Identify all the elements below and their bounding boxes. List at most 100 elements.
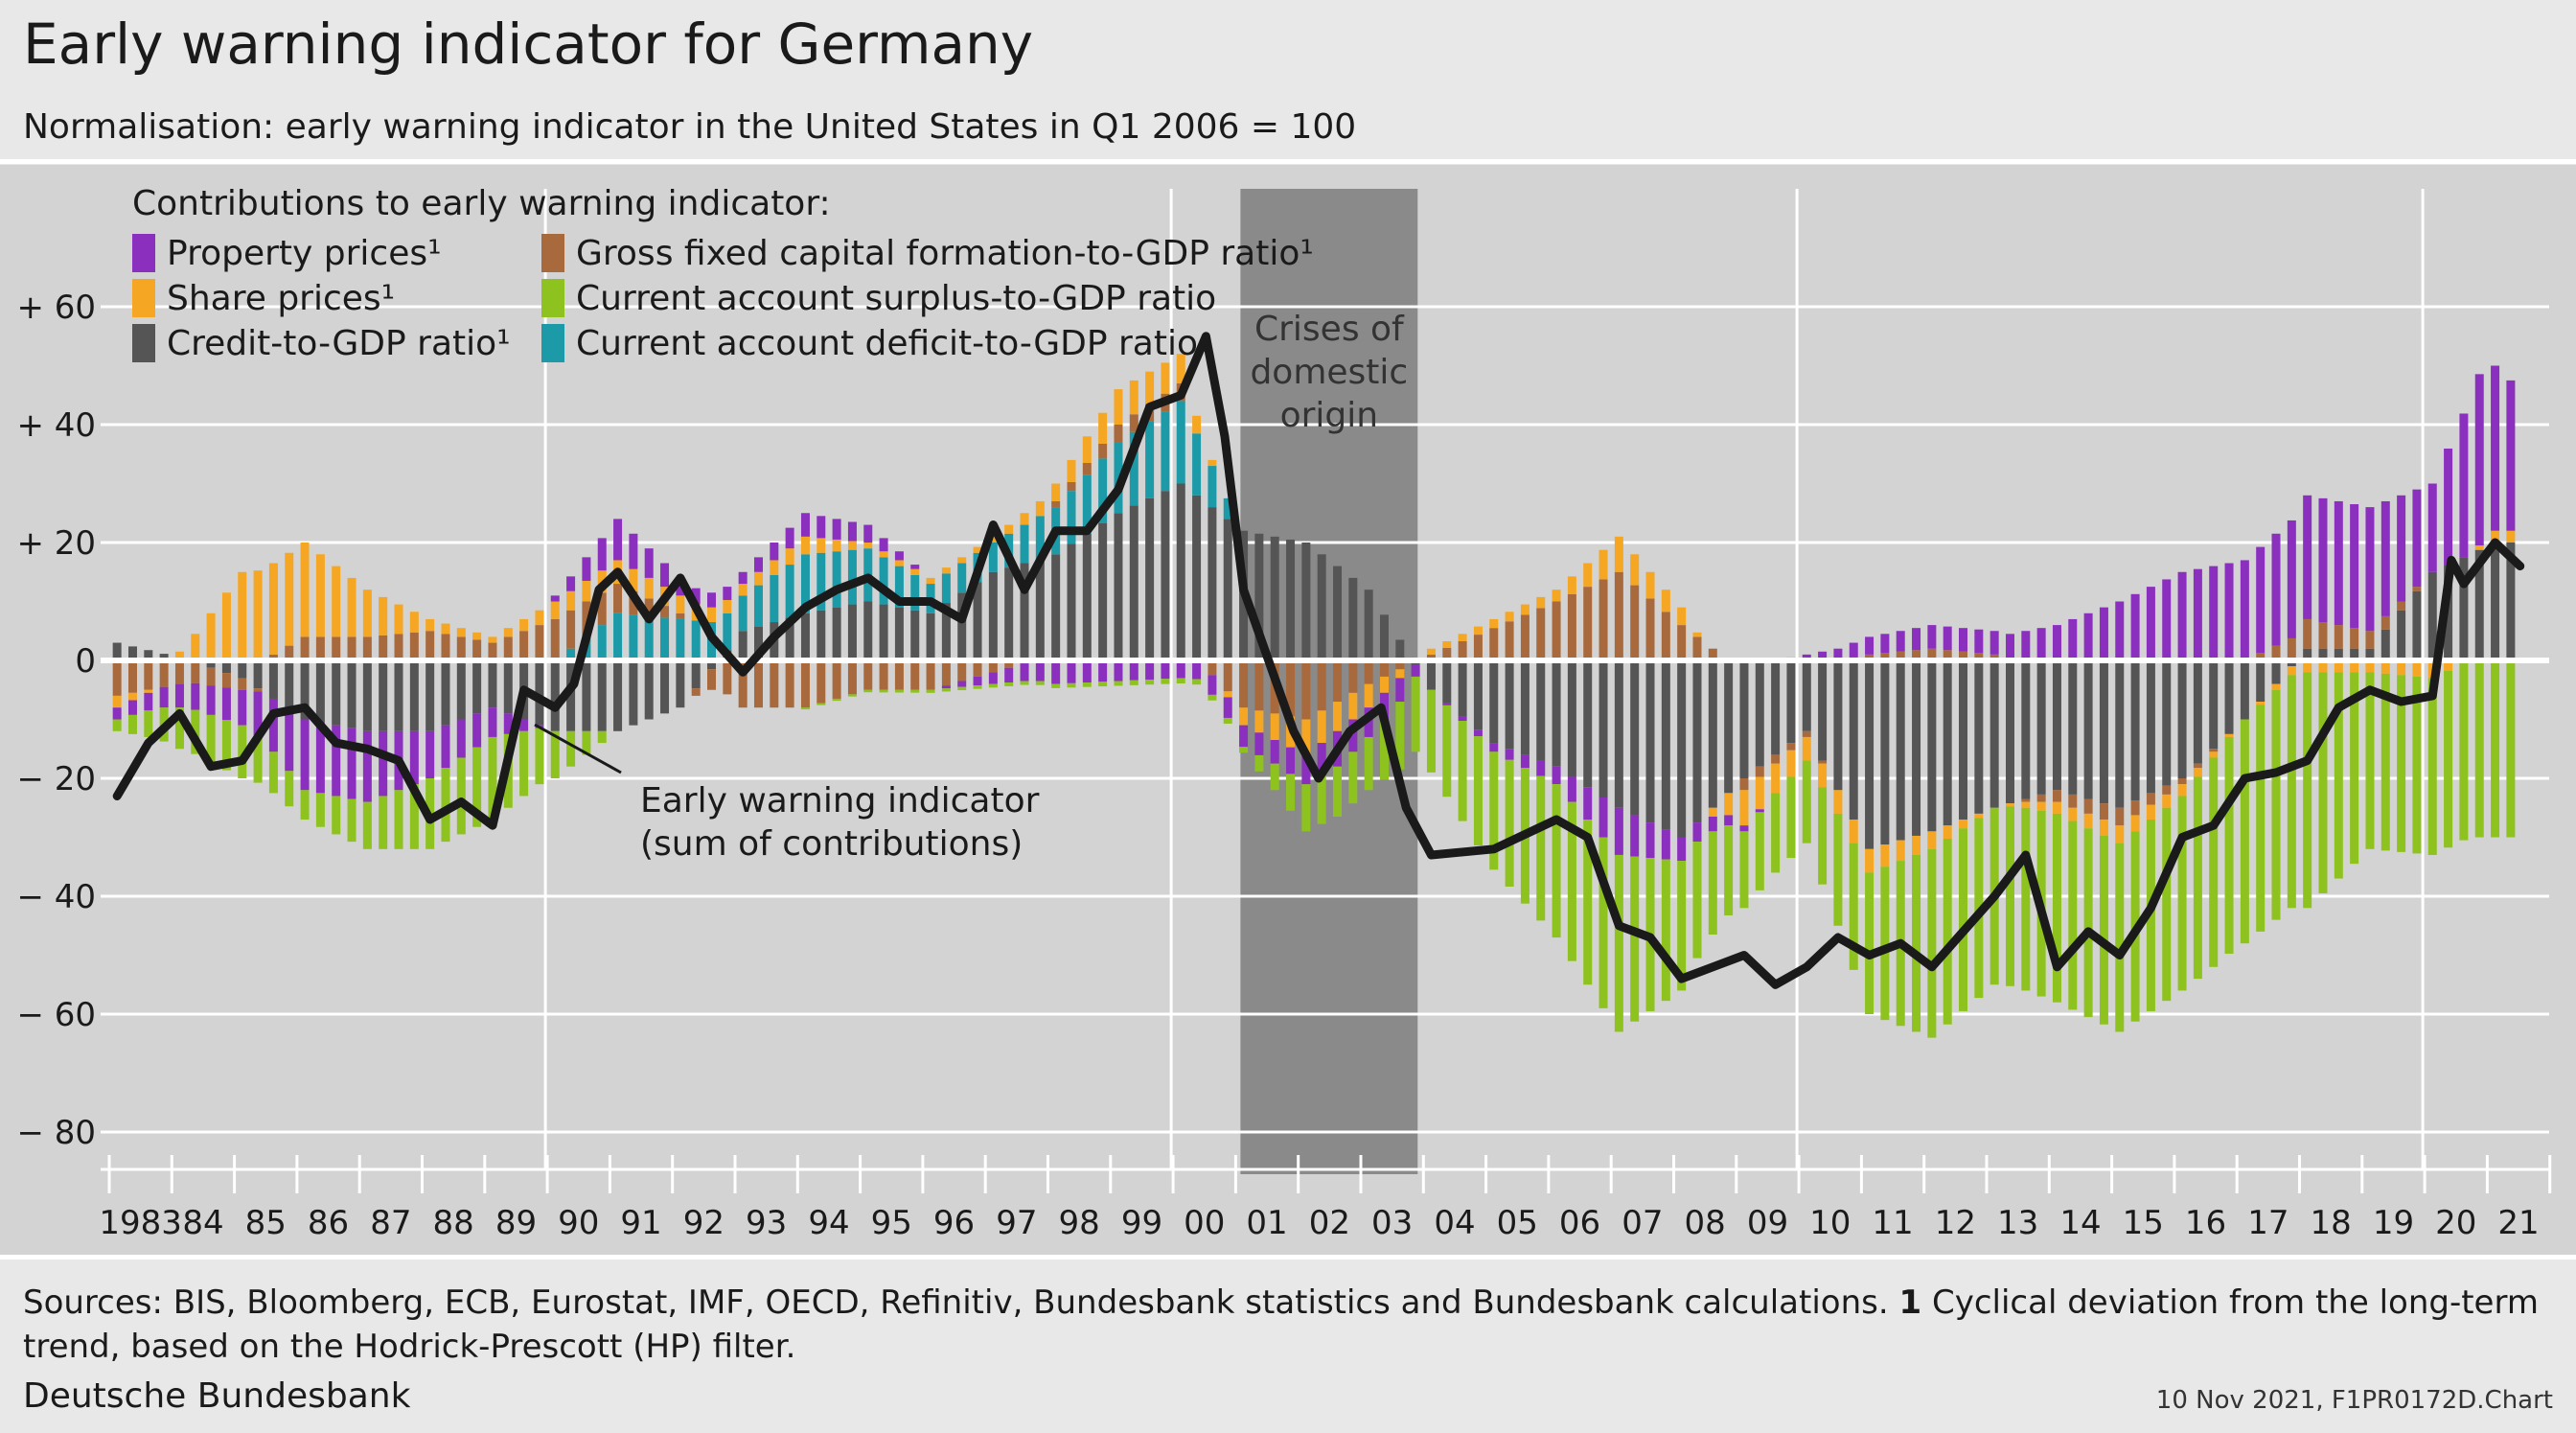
bar-segment-credit: [1364, 589, 1373, 660]
bar-segment-credit: [2271, 660, 2281, 684]
bar-segment-credit: [738, 631, 748, 660]
bar-segment-credit: [1630, 660, 1640, 816]
bar-segment-credit: [676, 660, 685, 708]
bar-segment-ca_surplus: [1223, 717, 1232, 724]
bar-segment-property: [159, 686, 169, 708]
bar-segment-ca_surplus: [127, 714, 137, 734]
bar-segment-gfcf: [2193, 763, 2202, 769]
bar-segment-gfcf: [1865, 654, 1874, 660]
bar-segment-share: [112, 695, 122, 708]
bar-segment-gfcf: [315, 636, 325, 660]
bar-segment-credit: [2318, 648, 2328, 660]
bar-segment-ca_surplus: [1927, 848, 1937, 1038]
bar-segment-property: [1505, 749, 1514, 760]
bar-segment-ca_surplus: [2068, 821, 2078, 1010]
bar-segment-ca_deficit: [753, 585, 763, 627]
bar-segment-share: [1677, 607, 1687, 626]
bar-segment-property: [1520, 754, 1530, 769]
bar-segment-share: [1645, 571, 1655, 599]
bar-segment-credit: [2005, 660, 2014, 804]
bar-segment-share: [1833, 790, 1843, 814]
bar-segment-property: [738, 571, 748, 585]
bar-segment-credit: [2365, 648, 2375, 660]
bar-segment-ca_deficit: [770, 574, 779, 623]
bar-segment-share: [1536, 596, 1546, 609]
bar-segment-share: [1849, 820, 1858, 844]
bar-segment-gfcf: [347, 636, 356, 660]
bar-segment-share: [2491, 530, 2500, 543]
bar-segment-ca_surplus: [1364, 736, 1373, 791]
x-tick-label: 00: [1184, 1204, 1225, 1242]
bar-segment-credit: [1520, 660, 1530, 755]
bar-segment-property: [847, 521, 857, 542]
bar-segment-share: [2115, 825, 2125, 844]
bar-segment-property: [144, 692, 153, 711]
bar-segment-ca_surplus: [1505, 759, 1514, 888]
bar-segment-credit: [1786, 660, 1796, 744]
annotation-leader-line: [534, 723, 622, 774]
bar-segment-share: [1505, 612, 1514, 622]
bar-segment-property: [1614, 807, 1623, 855]
bar-segment-ca_surplus: [1473, 736, 1483, 845]
y-tick-label: + 20: [16, 524, 96, 563]
bar-segment-share: [519, 618, 529, 632]
bar-segment-share: [1129, 380, 1138, 415]
bar-segment-property: [2224, 563, 2234, 660]
bar-segment-gfcf: [221, 673, 231, 688]
bar-segment-share: [1458, 634, 1467, 642]
bar-segment-ca_surplus: [2474, 660, 2484, 838]
bar-segment-credit: [268, 660, 278, 699]
bar-segment-ca_surplus: [409, 784, 419, 849]
bar-segment-gfcf: [2271, 645, 2281, 660]
bar-segment-ca_surplus: [1583, 820, 1593, 985]
x-tick-label: 95: [871, 1204, 912, 1242]
bar-segment-share: [2177, 784, 2187, 797]
bar-segment-ca_surplus: [2099, 835, 2108, 1025]
bar-segment-credit: [472, 660, 482, 714]
bar-segment-share: [1270, 713, 1279, 741]
bar-segment-ca_surplus: [926, 689, 935, 693]
bar-segment-ca_surplus: [1098, 682, 1108, 687]
x-tick-label: 96: [933, 1204, 975, 1242]
bar-segment-ca_surplus: [2021, 807, 2031, 991]
bar-segment-gfcf: [394, 634, 403, 660]
bar-segment-property: [2459, 413, 2469, 558]
bar-segment-gfcf: [550, 618, 560, 660]
bar-segment-share: [456, 628, 466, 637]
bar-segment-share: [1786, 750, 1796, 777]
bar-segment-share: [1020, 513, 1029, 525]
bar-segment-ca_surplus: [1708, 831, 1717, 935]
bar-segment-share: [1145, 371, 1155, 404]
bar-segment-gfcf: [1348, 660, 1358, 693]
bar-segment-property: [1192, 660, 1202, 680]
bar-segment-ca_surplus: [566, 730, 576, 767]
bar-segment-credit: [456, 660, 466, 720]
bar-segment-gfcf: [707, 669, 717, 690]
bar-segment-credit: [863, 601, 873, 660]
bar-segment-share: [1865, 848, 1874, 873]
bar-segment-property: [285, 708, 294, 772]
bar-segment-ca_surplus: [2397, 675, 2406, 852]
bar-segment-credit: [300, 660, 310, 720]
bar-segment-property: [2491, 365, 2500, 531]
bar-segment-share: [2068, 807, 2078, 821]
bar-segment-credit: [582, 660, 591, 731]
bar-segment-credit: [1645, 660, 1655, 823]
bar-segment-share: [332, 566, 341, 637]
bar-segment-gfcf: [253, 688, 263, 692]
bar-segment-share: [362, 589, 372, 637]
bar-segment-share: [1724, 793, 1734, 816]
bar-segment-share: [1552, 589, 1561, 602]
bar-segment-ca_surplus: [973, 685, 982, 689]
bar-segment-credit: [1739, 660, 1749, 778]
bar-segment-gfcf: [1755, 766, 1764, 777]
x-tick-label: 91: [620, 1204, 661, 1242]
x-tick-label: 16: [2185, 1204, 2226, 1242]
bar-segment-property: [2334, 500, 2343, 626]
bar-segment-gfcf: [441, 634, 450, 660]
bar-segment-share: [2271, 683, 2281, 690]
bar-segment-property: [644, 548, 654, 578]
bar-segment-gfcf: [1536, 608, 1546, 660]
x-tick-label: 05: [1497, 1204, 1538, 1242]
x-tick-label: 03: [1371, 1204, 1413, 1242]
